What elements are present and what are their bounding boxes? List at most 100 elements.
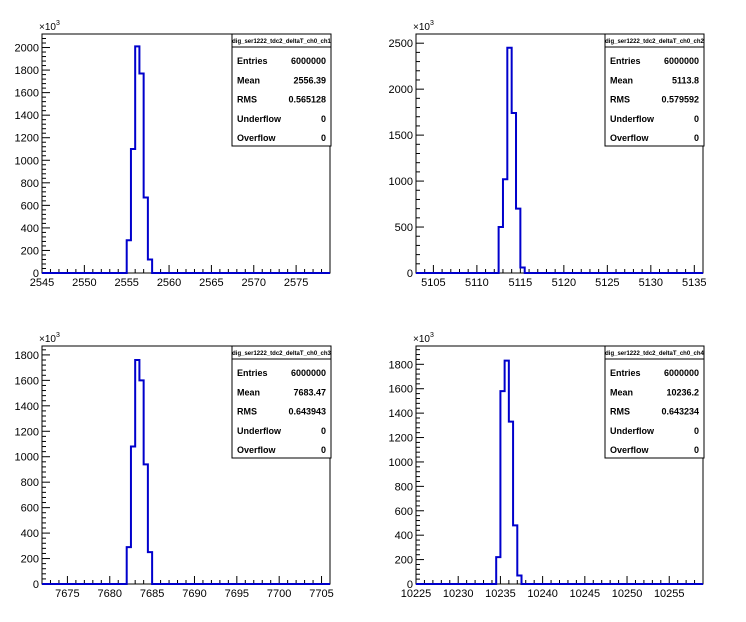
y-tick-label: 1600 [389, 384, 413, 396]
histogram-line [42, 45, 330, 274]
y-multiplier: ×10 [39, 22, 56, 33]
y-tick-label: 600 [395, 506, 413, 518]
histogram-name: dig_ser1222_tdc2_deltaT_ch0_ch4 [605, 351, 704, 357]
histogram-panel-3: 0 200 400 600 800 1000 1200 1400 1600 1800 7675 768… [15, 332, 334, 600]
histogram-name: dig_ser1222_tdc2_deltaT_ch0_ch1 [232, 39, 331, 45]
x-tick-label: 2565 [199, 277, 223, 289]
y-tick-label: 400 [21, 223, 39, 235]
y-tick-label: 0 [407, 579, 413, 591]
y-multiplier: ×10 [413, 22, 430, 33]
stats-box-frame [231, 345, 332, 459]
x-tick-label: 7700 [267, 588, 291, 600]
x-tick-label: 10255 [654, 588, 685, 600]
stat-label: RMS [237, 95, 257, 105]
stat-value: 0.643234 [661, 407, 699, 417]
stat-value: 0.643943 [288, 407, 326, 417]
histogram-line [42, 359, 330, 585]
x-tick-label: 5135 [682, 277, 706, 289]
stat-value: 0.565128 [288, 95, 326, 105]
x-tick-label: 7695 [225, 588, 249, 600]
x-tick-label: 10250 [612, 588, 643, 600]
y-tick-label: 0 [33, 579, 39, 591]
stat-label: Underflow [610, 426, 655, 436]
stat-label: Mean [237, 387, 260, 397]
histogram-panel-4: 0 200 400 600 800 1000 1200 1400 1600 1800 10225 10… [389, 332, 705, 600]
stats-box: dig_ser1222_tdc2_deltaT_ch0_ch4 Entries 60… [604, 345, 705, 459]
x-tick-label: 2545 [30, 277, 54, 289]
y-tick-label: 200 [21, 245, 39, 257]
stat-value: 0 [694, 445, 699, 455]
stat-label: Overflow [610, 133, 650, 143]
stat-label: Underflow [237, 114, 282, 124]
stat-value: 6000000 [664, 56, 699, 66]
stat-value: 7683.47 [293, 387, 326, 397]
stat-label: Underflow [237, 426, 282, 436]
x-tick-label: 7680 [98, 588, 122, 600]
stat-label: Mean [610, 75, 633, 85]
y-tick-label: 200 [21, 554, 39, 566]
y-tick-label: 1500 [389, 130, 413, 142]
y-tick-label: 600 [21, 200, 39, 212]
y-multiplier-exponent: 3 [56, 20, 60, 27]
y-tick-label: 800 [21, 477, 39, 489]
stat-label: Entries [610, 56, 641, 66]
stat-value: 0 [321, 426, 326, 436]
stat-value: 5113.8 [672, 75, 699, 85]
stat-value: 0 [694, 426, 699, 436]
stat-label: Overflow [610, 445, 650, 455]
x-tick-label: 7705 [309, 588, 333, 600]
stat-label: Underflow [610, 114, 655, 124]
stat-value: 0 [694, 114, 699, 124]
x-tick-label: 5130 [639, 277, 663, 289]
y-tick-label: 1000 [389, 176, 413, 188]
y-tick-label: 0 [33, 268, 39, 280]
stat-value: 0 [694, 133, 699, 143]
stats-box-frame [604, 345, 705, 459]
stat-label: Entries [237, 56, 268, 66]
x-tick-label: 10235 [485, 588, 516, 600]
stats-box: dig_ser1222_tdc2_deltaT_ch0_ch3 Entries 60… [231, 345, 332, 459]
y-tick-label: 400 [21, 528, 39, 540]
stat-value: 0 [321, 133, 326, 143]
stat-label: RMS [610, 95, 630, 105]
stat-label: Entries [237, 368, 268, 378]
histogram-line [416, 46, 703, 274]
y-multiplier: ×10 [413, 334, 430, 345]
x-tick-label: 2550 [72, 277, 96, 289]
y-tick-label: 1200 [15, 133, 39, 145]
stat-value: 0 [321, 114, 326, 124]
x-tick-label: 10230 [443, 588, 474, 600]
y-tick-label: 1400 [15, 110, 39, 122]
y-tick-label: 800 [395, 481, 413, 493]
stat-label: Mean [610, 387, 633, 397]
stats-box: dig_ser1222_tdc2_deltaT_ch0_ch2 Entries 60… [604, 33, 705, 147]
x-tick-label: 5120 [552, 277, 576, 289]
y-tick-label: 1800 [15, 65, 39, 77]
x-tick-label: 5115 [509, 277, 533, 289]
histogram-name: dig_ser1222_tdc2_deltaT_ch0_ch2 [605, 39, 704, 45]
y-tick-label: 2500 [389, 38, 413, 50]
stat-value: 10236.2 [666, 387, 699, 397]
y-tick-label: 500 [395, 222, 413, 234]
x-tick-label: 2555 [114, 277, 138, 289]
stat-label: Mean [237, 75, 260, 85]
y-tick-label: 1400 [15, 401, 39, 413]
stats-box-frame [604, 33, 705, 147]
y-tick-label: 1000 [15, 155, 39, 167]
y-tick-label: 600 [21, 503, 39, 515]
histogram-panel-1: 0 200 400 600 800 1000 1200 1400 1600 1800 2000 254… [15, 20, 332, 289]
y-tick-label: 1600 [15, 375, 39, 387]
y-tick-label: 1800 [15, 350, 39, 362]
histogram-panel-2: 0 500 1000 1500 2000 2500 5105 5110 5115 5120 5125… [389, 20, 707, 289]
x-tick-label: 7675 [55, 588, 79, 600]
y-tick-label: 1000 [389, 457, 413, 469]
x-tick-label: 5110 [465, 277, 489, 289]
histogram-line [416, 359, 703, 585]
stats-box: dig_ser1222_tdc2_deltaT_ch0_ch1 Entries 60… [231, 33, 332, 147]
y-tick-label: 1800 [389, 359, 413, 371]
x-tick-label: 2560 [157, 277, 181, 289]
stat-value: 0 [321, 445, 326, 455]
y-tick-label: 1600 [15, 88, 39, 100]
y-tick-label: 1400 [389, 408, 413, 420]
